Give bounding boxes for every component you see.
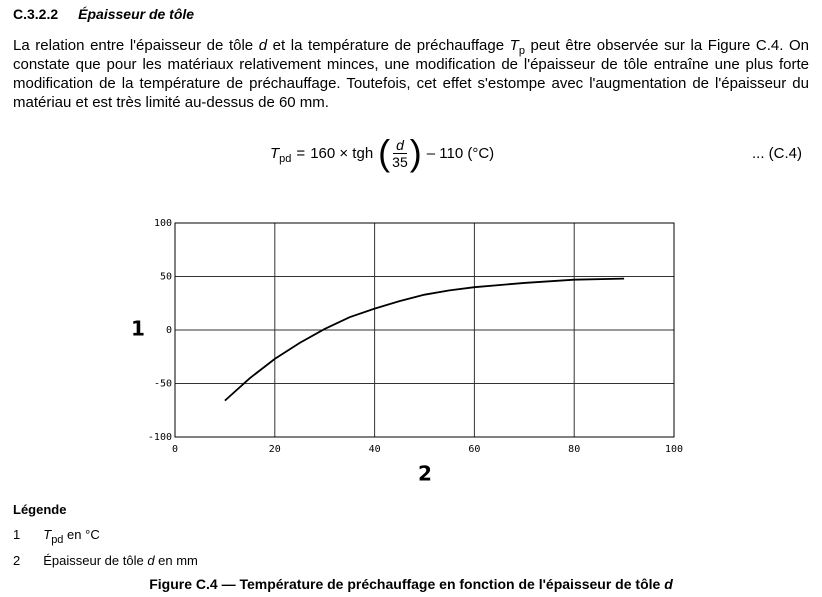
y-tick-label: 0 <box>166 325 172 336</box>
reference: ... (C.4) <box>752 145 803 162</box>
x-tick-label: 20 <box>269 444 281 455</box>
x-tick-label: 0 <box>172 444 178 455</box>
x-tick-label: 40 <box>369 444 381 455</box>
legend-text: en mm <box>154 553 198 568</box>
numerator: d <box>393 137 407 154</box>
legend-number: 1 <box>13 527 21 542</box>
heading: C.3.2.2 Épaisseur de tôle <box>13 6 194 22</box>
rest: – 110 (°C) <box>426 144 495 162</box>
factor: 160 × tgh <box>310 144 374 162</box>
symbol: d <box>258 37 268 54</box>
x-tick-label: 100 <box>665 444 683 455</box>
y-tick-label: -50 <box>154 379 172 390</box>
paren: ( <box>378 132 391 173</box>
symbol: d <box>147 553 155 568</box>
heading-title: Épaisseur de tôle <box>78 6 195 22</box>
symbol: d <box>664 576 673 592</box>
y-tick-label: -100 <box>148 432 172 443</box>
x-tick-label: 60 <box>468 444 480 455</box>
text: peut être observée sur la Figure C.4. On… <box>13 37 809 111</box>
legend-number: 2 <box>13 553 21 568</box>
text: La relation entre l'épaisseur de tôle <box>13 37 259 54</box>
paragraph: La relation entre l'épaisseur de tôle d … <box>13 36 809 112</box>
curve <box>224 277 625 402</box>
denominator: 35 <box>392 153 408 170</box>
legend-title: Légende <box>13 502 67 517</box>
y-tick-label: 100 <box>154 218 172 229</box>
symbol: T <box>43 527 52 542</box>
caption: Figure C.4 — Température de préchauffage… <box>0 576 822 592</box>
caption-text: Figure C.4 — Température de préchauffage… <box>149 576 665 592</box>
paren: ) <box>409 132 422 173</box>
subscript: pd <box>51 534 64 546</box>
fraction: d 35 <box>392 137 408 170</box>
text: et la température de préchauffage <box>267 37 510 54</box>
y-tick-label: 50 <box>160 272 172 283</box>
symbol: T <box>509 37 519 54</box>
legend-item: 2 Épaisseur de tôle d en mm <box>13 553 198 568</box>
subscript: p <box>518 45 525 57</box>
symbol: T <box>270 144 280 162</box>
x-tick-label: 80 <box>568 444 580 455</box>
subscript: pd <box>279 152 292 165</box>
plot-frame <box>174 222 675 438</box>
legend-text: en °C <box>63 527 100 542</box>
formula: Tpd = 160 × tgh ( d 35 ) – 110 (°C) <box>270 135 494 171</box>
y-axis-label: 1 <box>131 317 145 341</box>
equals: = <box>296 144 306 162</box>
legend-text: Épaisseur de tôle <box>43 553 148 568</box>
x-axis-label: 2 <box>418 462 432 486</box>
legend-item: 1 Tpd en °C <box>13 527 100 546</box>
heading-number: C.3.2.2 <box>13 6 59 22</box>
